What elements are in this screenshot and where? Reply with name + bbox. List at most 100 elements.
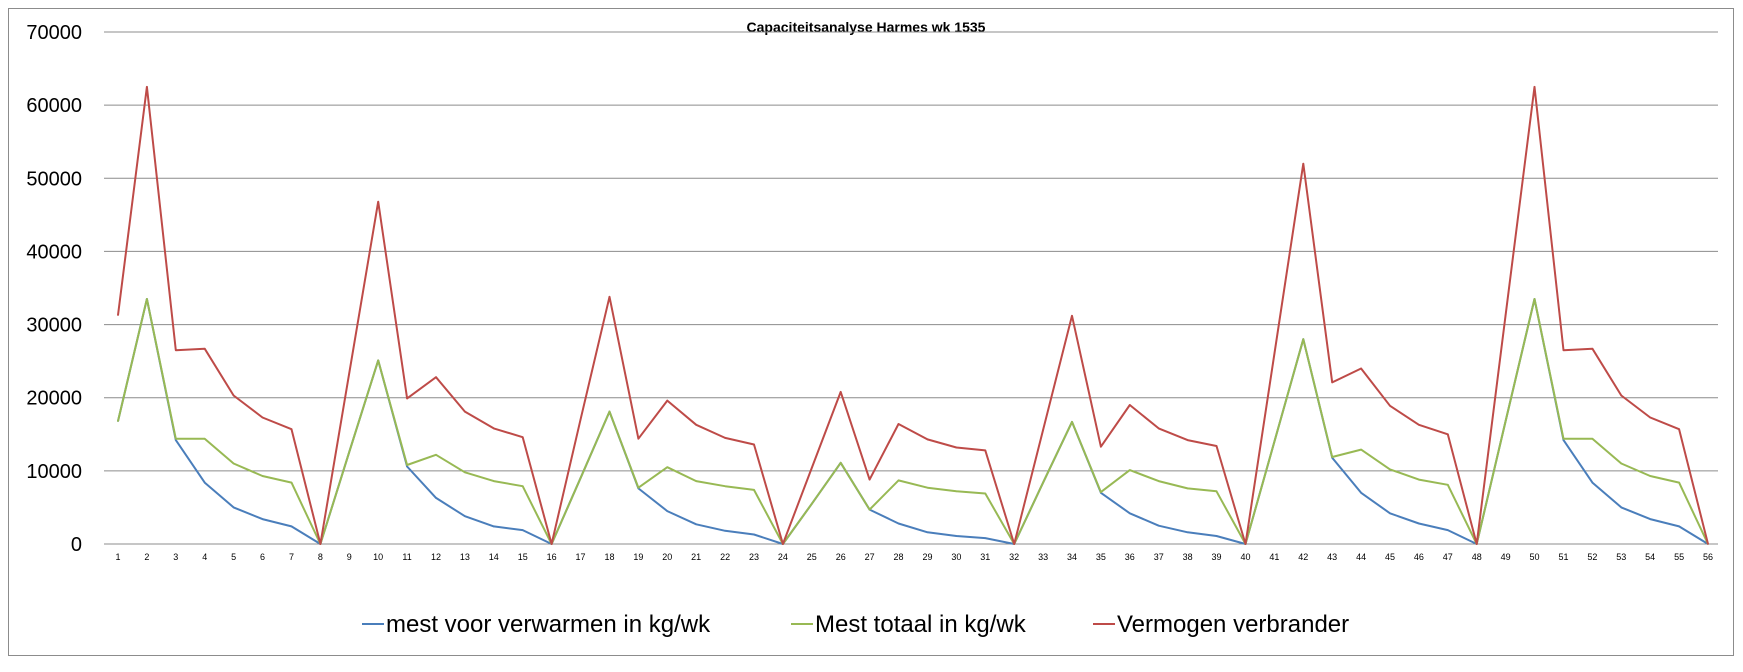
series-lines (117, 85, 1709, 545)
data-point (175, 349, 177, 351)
x-tick-label: 2 (144, 552, 149, 562)
data-point (753, 443, 755, 446)
data-point (1360, 448, 1362, 451)
legend: mest voor verwarmen in kg/wk Mest totaal … (362, 611, 1349, 638)
x-tick-label: 35 (1096, 552, 1106, 562)
data-point (1418, 478, 1420, 481)
data-point (1215, 535, 1218, 537)
x-tick-label: 12 (431, 552, 441, 562)
data-point (1562, 437, 1565, 440)
data-point (1273, 353, 1276, 355)
data-point (608, 295, 611, 298)
data-point (435, 497, 437, 499)
data-point (1331, 456, 1333, 458)
data-point (1186, 531, 1189, 534)
data-point (117, 420, 119, 422)
x-tick-label: 18 (604, 552, 614, 562)
y-tick-label: 10000 (26, 461, 82, 483)
data-point (897, 522, 900, 525)
data-point (1157, 480, 1160, 482)
x-tick-label: 39 (1212, 552, 1222, 562)
x-tick-label: 14 (489, 552, 499, 562)
x-tick-label: 8 (318, 552, 323, 562)
chart-title: Capaciteitsanalyse Harmes wk 1535 (747, 19, 986, 35)
data-point (435, 453, 437, 456)
x-tick-label: 38 (1183, 552, 1193, 562)
data-point (1649, 518, 1651, 520)
data-point (1447, 483, 1449, 486)
data-point (377, 200, 379, 203)
y-tick-label: 30000 (26, 315, 82, 337)
data-point (550, 543, 553, 545)
data-point (811, 502, 813, 505)
data-point (926, 486, 929, 489)
x-tick-label: 6 (260, 552, 265, 562)
data-point (1215, 490, 1218, 493)
data-point (1186, 487, 1189, 490)
data-point (319, 543, 322, 545)
x-tick-label: 33 (1038, 552, 1048, 562)
x-tick-label: 1 (115, 552, 120, 562)
data-point (1533, 298, 1536, 300)
data-point (984, 492, 987, 495)
data-point (146, 86, 148, 88)
data-point (1071, 314, 1073, 317)
data-point (406, 464, 408, 466)
x-tick-label: 20 (662, 552, 672, 562)
data-point (1591, 347, 1594, 350)
data-point (1129, 404, 1131, 406)
x-tick-label: 24 (778, 552, 788, 562)
y-tick-label: 60000 (26, 95, 82, 117)
data-point (1707, 543, 1709, 545)
data-point (1273, 440, 1276, 443)
data-point (175, 439, 177, 441)
y-tick-label: 40000 (26, 241, 82, 263)
x-tick-label: 3 (173, 552, 178, 562)
data-point (1475, 543, 1478, 545)
x-tick-label: 32 (1009, 552, 1019, 562)
data-point (782, 543, 784, 545)
data-point (435, 376, 437, 379)
x-axis-tick-labels: 1 2 3 4 5 6 7 8 9 10 11 12 13 14 15 16 17 18 19 20 21 22 23 24 2… (115, 552, 1713, 562)
x-tick-label: 43 (1327, 552, 1337, 562)
data-point (1678, 525, 1680, 528)
data-point (1418, 522, 1420, 525)
data-point (1129, 512, 1131, 515)
data-point (839, 462, 842, 464)
data-point (666, 399, 669, 402)
data-point (1100, 445, 1102, 448)
data-point (1389, 468, 1391, 471)
data-point (1504, 314, 1507, 316)
data-point (261, 518, 264, 520)
x-tick-label: 28 (894, 552, 904, 562)
data-point (1042, 429, 1044, 431)
data-point (1620, 394, 1623, 397)
data-point (724, 530, 726, 532)
data-point (1447, 433, 1449, 436)
data-point (1533, 86, 1536, 88)
data-point (203, 437, 206, 440)
x-tick-label: 56 (1703, 552, 1713, 562)
data-point (579, 477, 582, 479)
x-tick-label: 41 (1269, 552, 1279, 562)
data-point (203, 347, 206, 350)
x-tick-label: 55 (1674, 552, 1684, 562)
x-tick-label: 46 (1414, 552, 1424, 562)
data-point (811, 467, 813, 469)
data-point (1389, 404, 1391, 407)
data-point (1418, 423, 1420, 426)
data-point (464, 410, 466, 413)
legend-label: mest voor verwarmen in kg/wk (386, 611, 711, 638)
data-point (406, 465, 408, 468)
data-point (868, 478, 871, 481)
x-tick-label: 7 (289, 552, 294, 562)
x-tick-label: 21 (691, 552, 701, 562)
data-point (1591, 481, 1594, 484)
data-point (348, 372, 351, 374)
data-point (1504, 420, 1507, 422)
data-point (1360, 492, 1362, 494)
data-point (493, 525, 495, 528)
data-point (839, 391, 842, 393)
x-tick-label: 48 (1472, 552, 1482, 562)
